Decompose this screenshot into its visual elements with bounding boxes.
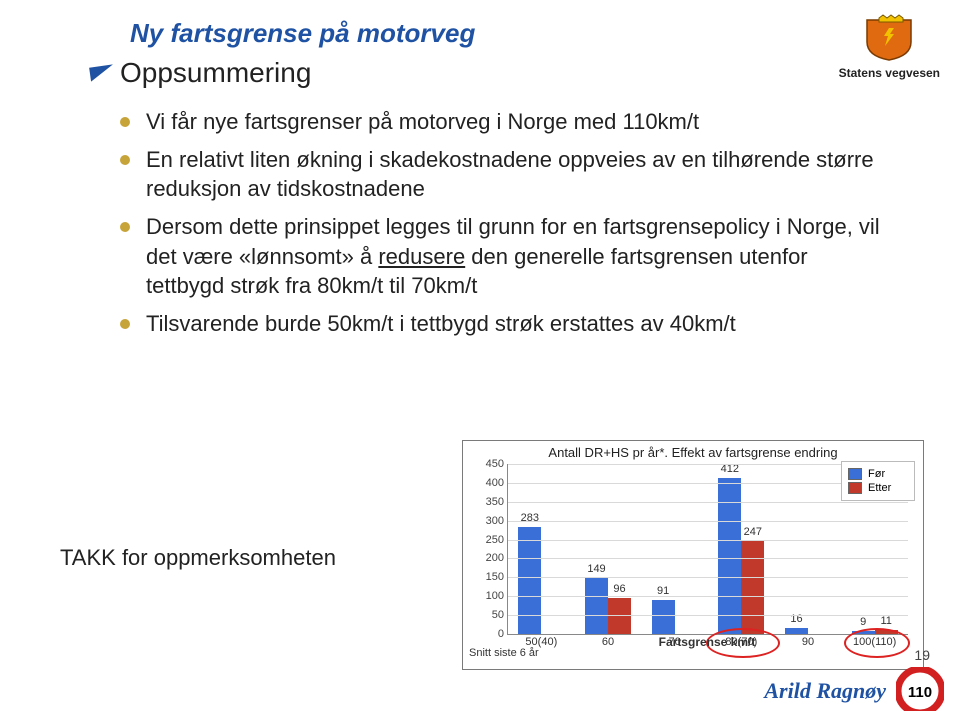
subtitle-row: Oppsummering	[90, 57, 920, 89]
bar-chart: Antall DR+HS pr år*. Effekt av fartsgren…	[462, 440, 924, 670]
speed-sign-icon: 110	[896, 667, 944, 711]
bullet-item: En relativt liten økning i skadekostnade…	[120, 145, 880, 204]
bar-before: 283	[518, 527, 541, 634]
bar-before: 149	[585, 578, 608, 634]
legend-after: Etter	[848, 482, 908, 494]
bar-pair: 91	[652, 600, 698, 634]
ytick-label: 250	[470, 534, 504, 546]
sign-number: 110	[908, 684, 932, 701]
ytick-label: 100	[470, 590, 504, 602]
org-name: Statens vegvesen	[839, 66, 940, 80]
bar-value: 9	[860, 616, 866, 628]
org-logo: Statens vegvesen	[839, 14, 940, 80]
ytick-label: 50	[470, 609, 504, 621]
legend-before: Før	[848, 468, 908, 480]
swatch-after	[848, 482, 862, 494]
ytick-label: 400	[470, 477, 504, 489]
bar-value: 11	[880, 615, 891, 627]
bar-value: 91	[657, 585, 669, 597]
chart-xlabel: Fartsgrense km/t	[507, 635, 907, 649]
ytick-label: 200	[470, 552, 504, 564]
ytick-label: 300	[470, 515, 504, 527]
legend-before-label: Før	[868, 468, 885, 480]
bar-value: 149	[587, 563, 605, 575]
ytick-label: 150	[470, 571, 504, 583]
bar-value: 412	[721, 463, 739, 475]
shield-icon	[861, 14, 917, 62]
slide: Statens vegvesen Ny fartsgrense på motor…	[0, 0, 960, 711]
bar-after: 247	[741, 541, 764, 634]
ytick-label: 350	[470, 496, 504, 508]
chart-title: Antall DR+HS pr år*. Effekt av fartsgren…	[463, 441, 923, 462]
chart-ylabel: Snitt siste 6 år	[469, 647, 539, 659]
bar-pair: 16	[785, 628, 831, 634]
slide-subtitle: Oppsummering	[120, 57, 311, 89]
bullet-list: Vi får nye fartsgrenser på motorveg i No…	[120, 107, 880, 339]
triangle-icon	[89, 64, 115, 81]
bar-pair: 149 96	[585, 578, 631, 634]
bullet-item: Vi får nye fartsgrenser på motorveg i No…	[120, 107, 880, 137]
ytick-label: 450	[470, 458, 504, 470]
footer: Arild Ragnøy 110	[0, 671, 960, 711]
chart-legend: Før Etter	[841, 461, 915, 501]
thanks-text: TAKK for oppmerksomheten	[60, 545, 336, 571]
bar-value: 96	[613, 583, 625, 595]
bullet-item: Dersom dette prinsippet legges til grunn…	[120, 212, 880, 301]
ytick-label: 0	[470, 628, 504, 640]
bullet-item: Tilsvarende burde 50km/t i tettbygd strø…	[120, 309, 880, 339]
bar-before: 16	[785, 628, 808, 634]
bar-value: 283	[521, 512, 539, 524]
swatch-before	[848, 468, 862, 480]
author-name: Arild Ragnøy	[764, 678, 886, 704]
bar-value: 247	[744, 526, 762, 538]
bar-before: 91	[652, 600, 675, 634]
page-number: 19	[914, 647, 930, 663]
slide-title: Ny fartsgrense på motorveg	[130, 18, 920, 49]
legend-after-label: Etter	[868, 482, 891, 494]
bar-pair: 283	[518, 527, 564, 634]
